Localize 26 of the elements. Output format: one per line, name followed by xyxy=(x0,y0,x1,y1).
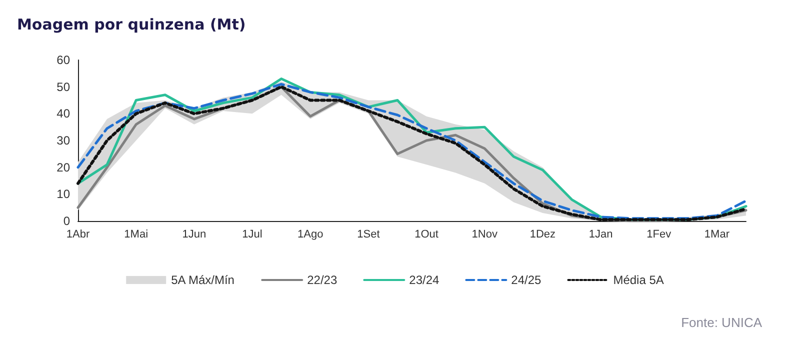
y-tick-label: 10 xyxy=(56,187,70,202)
x-tick-label: 1Mai xyxy=(124,228,148,240)
x-tick-label: 1Ago xyxy=(297,228,324,240)
chart-title: Moagem por quinzena (Mt) xyxy=(17,16,246,34)
y-tick-label: 20 xyxy=(56,160,70,174)
x-tick-label: 1Fev xyxy=(646,228,672,240)
x-tick-label: 1Mar xyxy=(704,228,730,240)
x-tick-label: 1Jun xyxy=(182,228,206,240)
y-tick-label: 0 xyxy=(63,214,70,228)
y-tick-label: 50 xyxy=(56,80,70,94)
x-tick-label: 1Jan xyxy=(588,228,613,240)
source-note: Fonte: UNICA xyxy=(681,315,762,330)
legend-label: 5A Máx/Mín xyxy=(171,273,234,287)
legend-label: 22/23 xyxy=(307,273,338,287)
x-tick-label: 1Dez xyxy=(530,228,556,240)
x-tick-label: 1Jul xyxy=(242,228,262,240)
y-tick-label: 40 xyxy=(56,106,70,121)
legend-label: 24/25 xyxy=(511,273,542,287)
x-tick-label: 1Set xyxy=(357,228,380,240)
y-tick-label: 30 xyxy=(56,134,70,148)
x-tick-label: 1Nov xyxy=(472,228,498,240)
legend-label: 23/24 xyxy=(409,273,440,287)
x-tick-label: 1Out xyxy=(414,228,438,240)
y-tick-label: 60 xyxy=(56,53,70,67)
legend-label: Média 5A xyxy=(613,273,664,287)
x-tick-label: 1Abr xyxy=(66,228,90,240)
